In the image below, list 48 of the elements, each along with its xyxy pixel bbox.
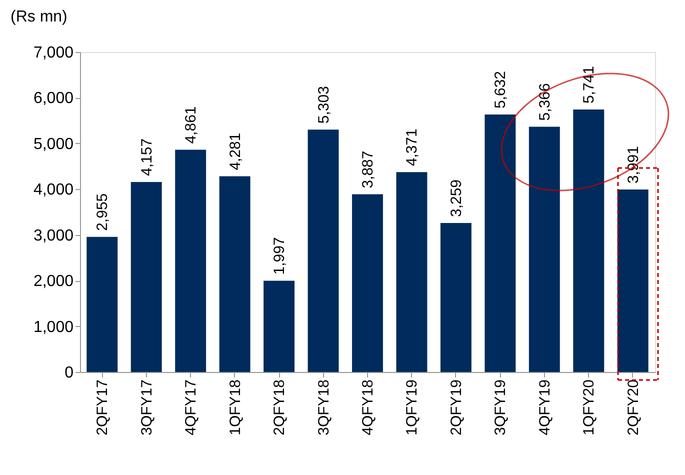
data-label: 5,632 bbox=[492, 70, 510, 109]
data-label: 4,371 bbox=[404, 128, 421, 166]
bar bbox=[86, 236, 118, 372]
x-tick-label: 4QFY17 bbox=[182, 380, 200, 436]
bar bbox=[308, 130, 339, 372]
x-tick-label: 2QFY17 bbox=[94, 380, 112, 436]
y-tick-label: 3,000 bbox=[33, 227, 74, 244]
bar bbox=[130, 182, 162, 372]
data-label: 3,991 bbox=[624, 146, 642, 184]
x-tick-label: 1QFY20 bbox=[580, 380, 598, 436]
bar bbox=[484, 114, 516, 372]
bar bbox=[396, 172, 428, 372]
x-tick-label: 1QFY18 bbox=[226, 380, 244, 436]
data-label: 5,741 bbox=[580, 66, 598, 104]
x-tick-label: 2QFY20 bbox=[624, 380, 642, 436]
bar bbox=[219, 176, 250, 372]
data-label: 2,955 bbox=[94, 193, 112, 231]
bar bbox=[617, 190, 648, 372]
x-tick-label: 1QFY19 bbox=[404, 380, 421, 436]
x-tick-label: 3QFY17 bbox=[138, 380, 156, 436]
x-tick-label: 2QFY19 bbox=[448, 380, 465, 436]
y-tick-label: 7,000 bbox=[33, 44, 74, 62]
y-axis-title: (Rs mn) bbox=[10, 8, 68, 26]
bar bbox=[175, 150, 206, 372]
bar bbox=[440, 223, 472, 372]
data-label: 4,861 bbox=[182, 106, 200, 144]
bar bbox=[528, 126, 560, 372]
data-label: 4,281 bbox=[226, 132, 244, 170]
y-tick-label: 5,000 bbox=[33, 136, 74, 153]
y-tick-label: 2,000 bbox=[33, 273, 74, 290]
data-label: 3,887 bbox=[360, 150, 376, 188]
x-tick-label: 2QFY18 bbox=[271, 380, 288, 436]
data-label: 5,303 bbox=[315, 86, 332, 124]
data-label: 5,366 bbox=[536, 83, 554, 121]
data-label: 3,259 bbox=[448, 179, 465, 218]
y-tick-label: 6,000 bbox=[33, 90, 74, 108]
y-tick-label: 1,000 bbox=[33, 318, 74, 336]
x-tick-label: 3QFY18 bbox=[315, 380, 332, 436]
bar bbox=[264, 280, 295, 372]
x-tick-label: 4QFY19 bbox=[536, 380, 554, 436]
bar bbox=[573, 110, 604, 372]
y-tick-label: 0 bbox=[64, 364, 74, 382]
bar bbox=[352, 194, 383, 372]
x-tick-label: 4QFY18 bbox=[360, 380, 376, 436]
x-tick-label: 3QFY19 bbox=[492, 380, 510, 436]
data-label: 1,997 bbox=[271, 237, 288, 275]
y-tick-label: 4,000 bbox=[33, 182, 74, 199]
data-label: 4,157 bbox=[138, 138, 156, 176]
